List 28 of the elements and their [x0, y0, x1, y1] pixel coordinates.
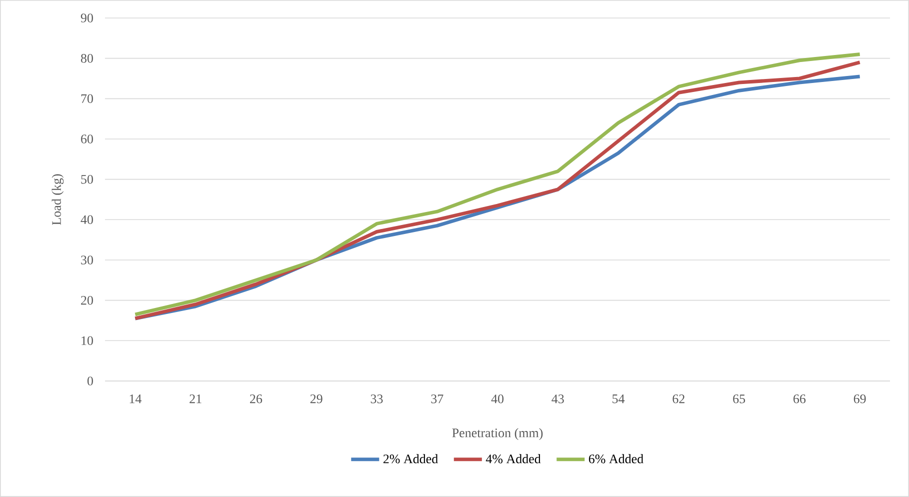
- x-axis-title: Penetration (mm): [452, 428, 543, 440]
- x-tick-label: 65: [733, 394, 746, 404]
- x-tick-label: 43: [552, 394, 564, 404]
- y-tick-label: 90: [80, 14, 93, 22]
- y-tick-label: 80: [80, 54, 93, 63]
- x-tick-label: 14: [130, 394, 142, 404]
- y-tick-label: 60: [81, 134, 93, 144]
- x-tick-label: 69: [854, 394, 866, 404]
- y-tick-label: 70: [81, 94, 93, 104]
- legend-label: 6% Added: [588, 454, 644, 464]
- x-tick-label: 40: [491, 394, 504, 404]
- x-tick-label: 54: [612, 394, 625, 404]
- y-tick-label: 50: [81, 174, 93, 184]
- y-tick-label: 30: [81, 256, 93, 264]
- legend-label: 2% Added: [383, 454, 438, 464]
- y-tick-label: 10: [82, 336, 93, 346]
- y-axis-title: Load (kg): [52, 174, 64, 225]
- x-tick-label: 37: [431, 394, 444, 404]
- x-tick-label: 21: [190, 394, 202, 404]
- y-tick-label: 20: [81, 296, 93, 305]
- legend-label: 4% Added: [486, 454, 541, 464]
- y-tick-label: 0: [87, 376, 93, 386]
- y-tick-label: 40: [80, 215, 93, 224]
- x-tick-label: 29: [310, 394, 322, 404]
- x-tick-label: 66: [793, 394, 806, 404]
- x-tick-label: 33: [370, 394, 383, 404]
- x-tick-label: 26: [250, 394, 262, 404]
- x-tick-label: 62: [672, 394, 684, 404]
